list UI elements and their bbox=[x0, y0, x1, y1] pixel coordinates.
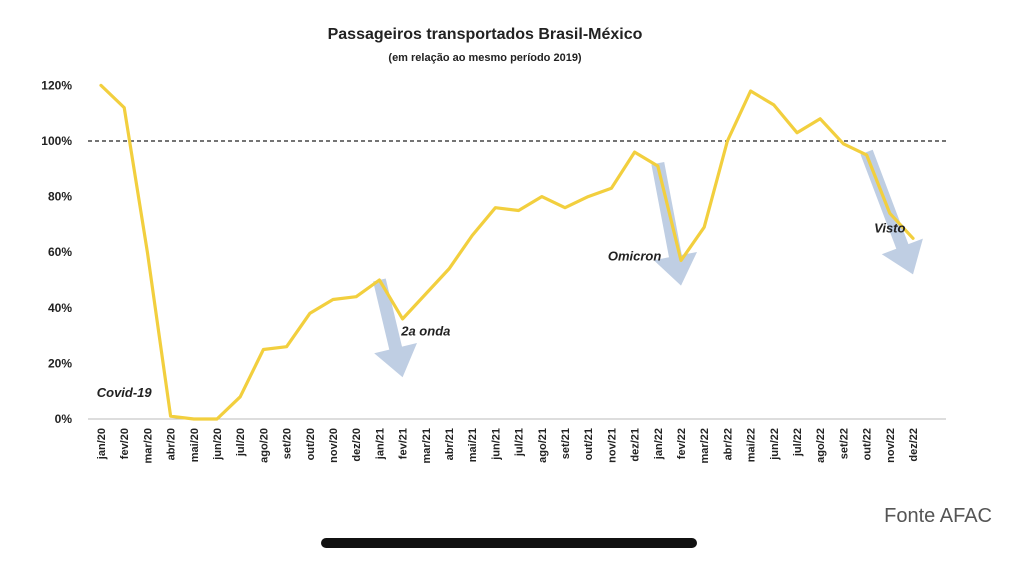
x-tick-label: mar/20 bbox=[142, 428, 154, 463]
annotation-label: Covid-19 bbox=[97, 385, 153, 400]
x-tick-label: jan/21 bbox=[374, 428, 386, 460]
source-note: Fonte AFAC bbox=[884, 505, 992, 527]
chart-subtitle: (em relação ao mesmo período 2019) bbox=[388, 52, 582, 64]
x-tick-label: nov/22 bbox=[885, 428, 897, 463]
x-tick-label: dez/22 bbox=[908, 428, 920, 462]
y-tick-label: 40% bbox=[48, 301, 72, 315]
x-tick-label: jul/20 bbox=[235, 428, 247, 457]
x-tick-label: mai/22 bbox=[746, 428, 758, 462]
y-tick-label: 80% bbox=[48, 190, 72, 204]
x-tick-label: set/20 bbox=[282, 428, 294, 459]
x-tick-label: fev/21 bbox=[398, 428, 410, 459]
x-tick-label: mai/20 bbox=[189, 428, 201, 462]
x-tick-label: set/21 bbox=[560, 428, 572, 459]
x-tick-label: dez/20 bbox=[351, 428, 363, 462]
y-tick-label: 100% bbox=[41, 134, 72, 148]
x-tick-label: jun/22 bbox=[769, 428, 781, 461]
trend-arrow bbox=[651, 162, 697, 286]
x-tick-label: fev/22 bbox=[676, 428, 688, 459]
x-tick-label: mar/21 bbox=[421, 428, 433, 463]
annotation-label: 2a onda bbox=[400, 324, 450, 339]
annotation-label: Visto bbox=[874, 221, 905, 236]
x-tick-label: dez/21 bbox=[630, 428, 642, 462]
annotation-label: Omicron bbox=[608, 249, 662, 264]
x-tick-label: jan/20 bbox=[96, 428, 108, 460]
x-tick-label: jun/21 bbox=[490, 428, 502, 461]
x-tick-label: ago/20 bbox=[258, 428, 270, 463]
chart-title: Passageiros transportados Brasil-México bbox=[327, 26, 643, 43]
x-tick-label: nov/20 bbox=[328, 428, 340, 463]
home-indicator bbox=[321, 538, 697, 548]
y-tick-label: 0% bbox=[55, 412, 73, 426]
x-tick-label: nov/21 bbox=[606, 428, 618, 463]
y-tick-label: 20% bbox=[48, 356, 72, 370]
x-tick-label: abr/21 bbox=[444, 428, 456, 460]
x-tick-label: out/22 bbox=[862, 428, 874, 460]
x-tick-label: jul/22 bbox=[792, 428, 804, 457]
x-tick-label: jun/20 bbox=[212, 428, 224, 461]
x-tick-label: out/21 bbox=[583, 428, 595, 460]
x-tick-label: set/22 bbox=[838, 428, 850, 459]
x-tick-label: ago/22 bbox=[815, 428, 827, 463]
x-tick-label: mar/22 bbox=[699, 428, 711, 463]
series-line bbox=[99, 83, 915, 421]
x-tick-label: abr/22 bbox=[722, 428, 734, 460]
x-tick-label: fev/20 bbox=[119, 428, 131, 459]
x-tick-label: jan/22 bbox=[653, 428, 665, 460]
x-tick-label: ago/21 bbox=[537, 428, 549, 463]
x-tick-label: jul/21 bbox=[514, 428, 526, 457]
x-tick-label: abr/20 bbox=[166, 428, 178, 460]
trend-arrow bbox=[860, 149, 923, 275]
x-tick-label: mai/21 bbox=[467, 428, 479, 462]
trend-arrow bbox=[373, 278, 417, 378]
x-tick-label: out/20 bbox=[305, 428, 317, 460]
y-tick-label: 120% bbox=[41, 78, 72, 92]
y-tick-label: 60% bbox=[48, 245, 72, 259]
